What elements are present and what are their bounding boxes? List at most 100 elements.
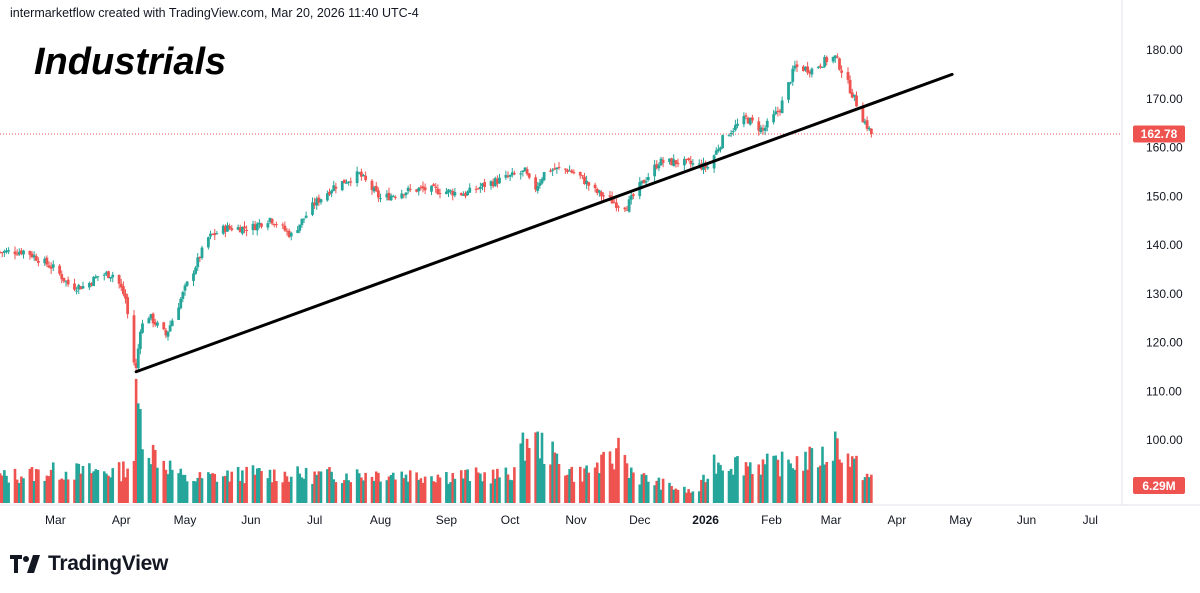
volume-bar — [867, 477, 871, 503]
volume-bar — [62, 479, 66, 503]
volume-bar — [736, 456, 739, 503]
candle-body — [30, 253, 34, 258]
volume-bar — [625, 463, 629, 503]
volume-bar — [77, 463, 81, 503]
candle-body — [334, 186, 338, 189]
volume-bar — [334, 482, 338, 503]
candle-body — [483, 182, 487, 188]
candle-body — [15, 254, 19, 256]
candle — [757, 117, 761, 136]
candle-body — [861, 107, 865, 123]
candle-body — [523, 167, 527, 172]
candle — [283, 221, 287, 232]
candle-body — [508, 174, 512, 177]
time-axis[interactable]: Mar Apr May Jun Jul Aug Sep Oct Nov Dec 2026 Feb Mar… — [45, 513, 1098, 527]
volume-bar — [434, 482, 438, 503]
candle-body — [595, 188, 599, 193]
candle-body — [400, 193, 404, 199]
volume-bar — [90, 473, 93, 503]
trendline[interactable] — [134, 72, 954, 374]
volume-bar — [245, 466, 248, 503]
candle — [736, 118, 739, 129]
candle-body — [697, 163, 701, 165]
candle — [334, 182, 338, 194]
candle — [296, 226, 300, 234]
candle-body — [536, 185, 540, 191]
candle-body — [733, 124, 737, 131]
candle-body — [810, 68, 814, 75]
volume-bar — [192, 480, 195, 503]
tradingview-logo[interactable]: TradingView — [10, 551, 168, 577]
candle-body — [75, 290, 79, 292]
candle-body — [512, 173, 516, 175]
candle-body — [215, 233, 219, 235]
candle — [345, 179, 348, 184]
candle — [302, 218, 306, 223]
candle — [587, 181, 591, 191]
candle — [444, 187, 448, 195]
candle — [121, 281, 125, 297]
candle-body — [521, 170, 525, 173]
candle — [438, 188, 442, 199]
volume-bar — [759, 474, 763, 503]
candle — [251, 220, 255, 236]
candle — [510, 167, 514, 178]
candle-body — [111, 274, 115, 278]
candle — [729, 130, 733, 137]
candle-body — [617, 206, 620, 208]
volume-bar — [170, 469, 174, 503]
volume-bar — [791, 468, 795, 503]
volume-bar — [615, 448, 618, 503]
candle — [147, 316, 151, 324]
volume-bar — [674, 488, 678, 503]
candle-body — [362, 175, 365, 177]
candle-body — [330, 190, 334, 194]
candle — [313, 197, 317, 210]
candle — [719, 146, 722, 153]
candle — [64, 280, 68, 287]
price-axis[interactable]: 100.00 110.00 120.00 130.00 140.00 150.00 160.… — [1146, 43, 1183, 447]
volume-bar — [88, 463, 91, 503]
candle-body — [206, 237, 210, 248]
candle-body — [495, 178, 499, 184]
candle-body — [62, 277, 66, 282]
candle — [2, 249, 6, 257]
candle — [342, 179, 346, 184]
price-tick-label: 120.00 — [1146, 336, 1183, 350]
candle-body — [736, 123, 739, 126]
candle — [51, 260, 55, 272]
candle-body — [685, 158, 688, 160]
candle-body — [818, 65, 822, 67]
volume-bar — [593, 467, 597, 503]
time-tick-label: Sep — [436, 513, 458, 527]
candle-body — [597, 190, 601, 193]
volume-bar — [236, 466, 240, 503]
candle-body — [727, 135, 731, 137]
time-tick-label: Dec — [629, 513, 650, 527]
volume-bar — [296, 466, 299, 503]
volume-bar — [816, 467, 820, 503]
candle — [631, 192, 635, 200]
candle-body — [763, 127, 767, 131]
volume-bar — [504, 467, 508, 503]
volume-bar — [221, 476, 225, 503]
volume-bar — [177, 473, 180, 503]
candle — [215, 230, 219, 235]
volume-bar — [5, 475, 8, 503]
candle-body — [355, 171, 359, 184]
volume-bar — [281, 482, 285, 503]
volume-bar — [734, 457, 737, 503]
candle-body — [349, 181, 353, 183]
candle — [194, 265, 198, 275]
volume-bar — [391, 472, 395, 503]
volume-bar — [379, 481, 382, 503]
volume-bar — [483, 472, 486, 503]
volume-bar — [64, 471, 68, 503]
candle — [376, 187, 380, 202]
candle — [653, 159, 657, 182]
volume-bar — [109, 477, 112, 503]
volume-bar — [549, 464, 552, 503]
candle-body — [196, 257, 200, 268]
candle-body — [846, 72, 850, 80]
